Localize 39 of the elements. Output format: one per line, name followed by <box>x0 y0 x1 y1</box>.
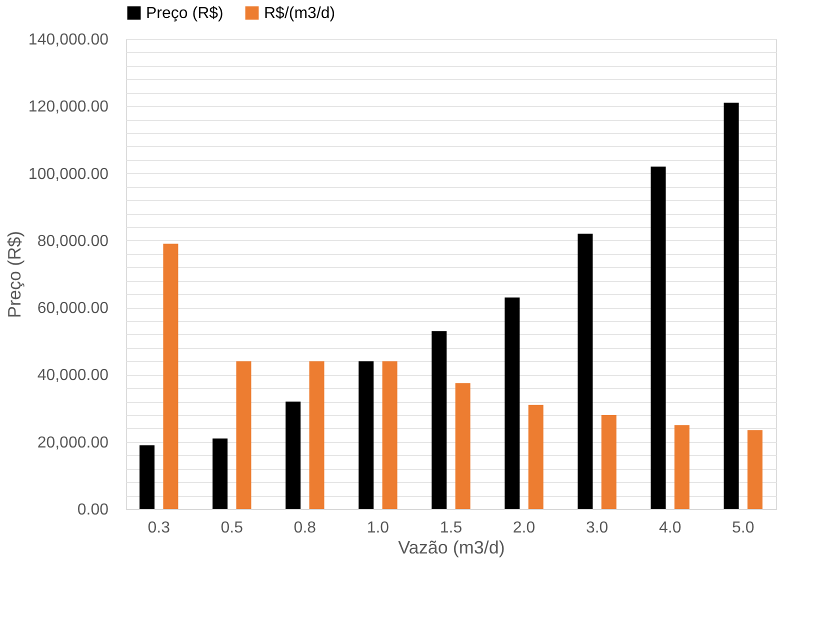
bar <box>140 445 155 509</box>
bar <box>455 383 470 509</box>
y-tick-label: 60,000.00 <box>37 300 109 318</box>
bar <box>504 298 520 509</box>
x-tick-label: 2.0 <box>512 520 536 536</box>
bar <box>528 404 544 509</box>
x-tick-label: 4.0 <box>658 520 682 536</box>
y-tick-label: 100,000.00 <box>28 166 109 183</box>
y-tick-label: 80,000.00 <box>37 232 109 250</box>
bar <box>382 361 398 509</box>
y-axis-title: Preço (R$) <box>4 230 24 318</box>
y-tick-label: 40,000.00 <box>37 367 109 384</box>
x-tick-label: 0.3 <box>148 520 170 536</box>
x-tick-label: 1.0 <box>366 520 390 536</box>
x-tick-label: 3.0 <box>586 520 608 536</box>
bar <box>309 361 324 509</box>
x-axis-title: Vazão (m3/d) <box>398 538 505 558</box>
bar <box>650 166 666 509</box>
bar <box>747 430 762 509</box>
x-tick-label: 1.5 <box>440 520 462 536</box>
bar <box>358 361 374 509</box>
y-tick-label: 140,000.00 <box>28 32 109 48</box>
legend-label: Preço (R$) <box>146 5 224 22</box>
legend-label: R$/(m3/d) <box>264 5 336 22</box>
y-tick-label: 20,000.00 <box>37 434 109 452</box>
x-tick-label: 5.0 <box>732 520 754 536</box>
x-tick-label: 0.5 <box>220 520 244 536</box>
bar <box>601 415 616 509</box>
x-tick-label: 0.8 <box>294 520 316 536</box>
bar <box>724 102 739 509</box>
bar <box>578 234 593 509</box>
y-tick-label: 0.00 <box>77 502 109 518</box>
bar <box>236 361 252 509</box>
bar <box>212 438 228 509</box>
bar <box>674 425 690 509</box>
bar <box>163 244 178 509</box>
bar <box>432 331 447 509</box>
bar <box>286 402 301 509</box>
y-tick-label: 120,000.00 <box>28 98 109 116</box>
